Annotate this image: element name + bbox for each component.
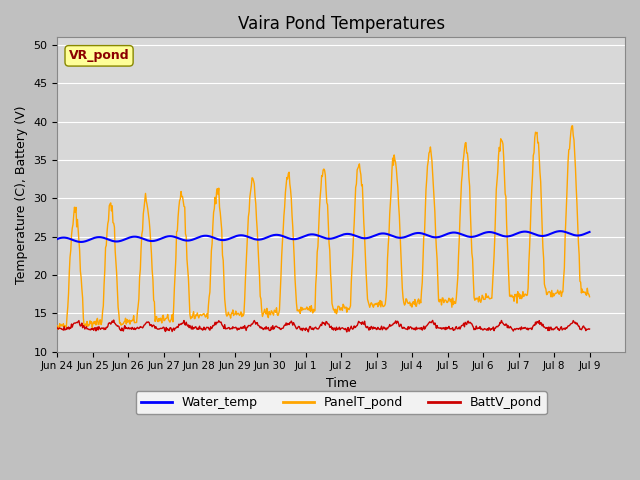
- Title: Vaira Pond Temperatures: Vaira Pond Temperatures: [237, 15, 445, 33]
- X-axis label: Time: Time: [326, 377, 356, 390]
- Y-axis label: Temperature (C), Battery (V): Temperature (C), Battery (V): [15, 105, 28, 284]
- Legend: Water_temp, PanelT_pond, BattV_pond: Water_temp, PanelT_pond, BattV_pond: [136, 391, 547, 414]
- Text: VR_pond: VR_pond: [68, 49, 129, 62]
